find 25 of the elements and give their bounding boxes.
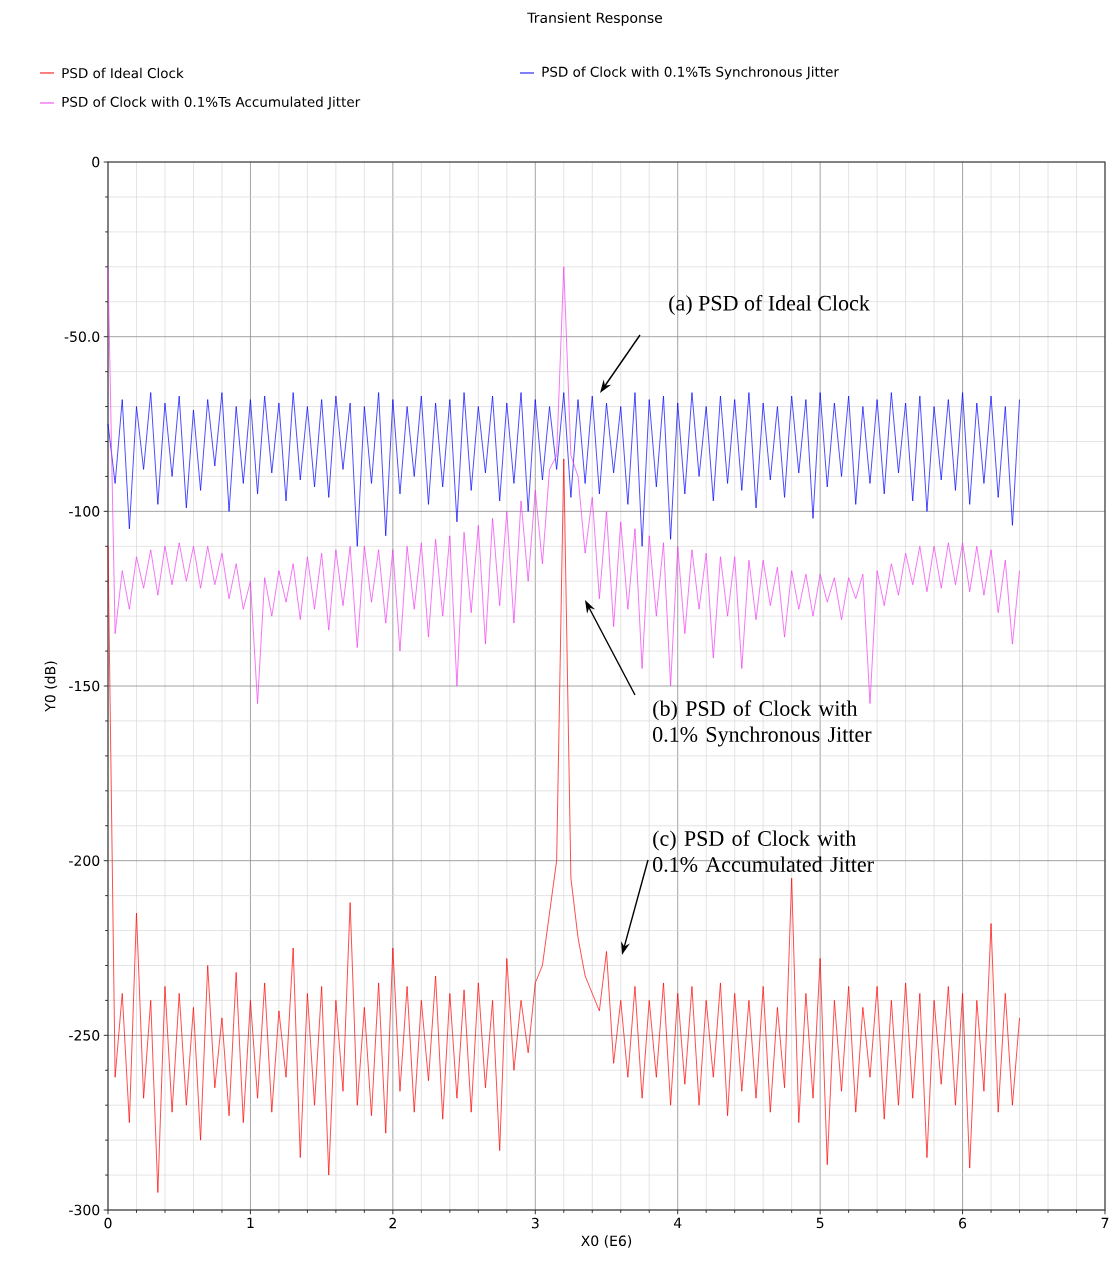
x-tick-label: 0 <box>104 1217 112 1229</box>
x-tick-label: 3 <box>531 1217 539 1229</box>
annotation: (c) PSD of Clock with 0.1% Accumulated Jitter <box>653 830 874 872</box>
legend-label: PSD of Clock with 0.1%Ts Accumulated Jitter <box>62 96 361 110</box>
y-axis-title: Y0 (dB) <box>44 661 58 712</box>
x-axis-title: X0 (E6) <box>581 1235 632 1248</box>
y-tick-label: 0 <box>92 156 100 168</box>
y-tick-label: -200 <box>69 855 100 866</box>
y-tick-label: -300 <box>69 1204 100 1216</box>
x-tick-label: 7 <box>1101 1217 1109 1229</box>
annotation: (a) PSD of Ideal Clock <box>669 294 870 316</box>
x-tick-label: 2 <box>389 1217 396 1229</box>
y-tick-label: -50.0 <box>64 331 100 342</box>
y-tick-label: -150 <box>69 680 100 692</box>
legend-label: PSD of Ideal Clock <box>62 67 184 79</box>
x-tick-label: 5 <box>816 1217 824 1229</box>
line-series <box>107 392 1020 547</box>
y-tick-label: -100 <box>69 506 100 517</box>
x-tick-label: 4 <box>673 1217 682 1229</box>
annotation: (b) PSD of Clock with 0.1% Synchronous Jitter <box>653 700 872 747</box>
x-tick-label: 1 <box>247 1217 254 1229</box>
y-tick-label: -250 <box>69 1030 100 1041</box>
chart-title: Transient Response <box>527 12 663 26</box>
legend-label: PSD of Clock with 0.1%Ts Synchronous Jitter <box>542 66 839 80</box>
x-tick-label: 6 <box>959 1217 967 1229</box>
